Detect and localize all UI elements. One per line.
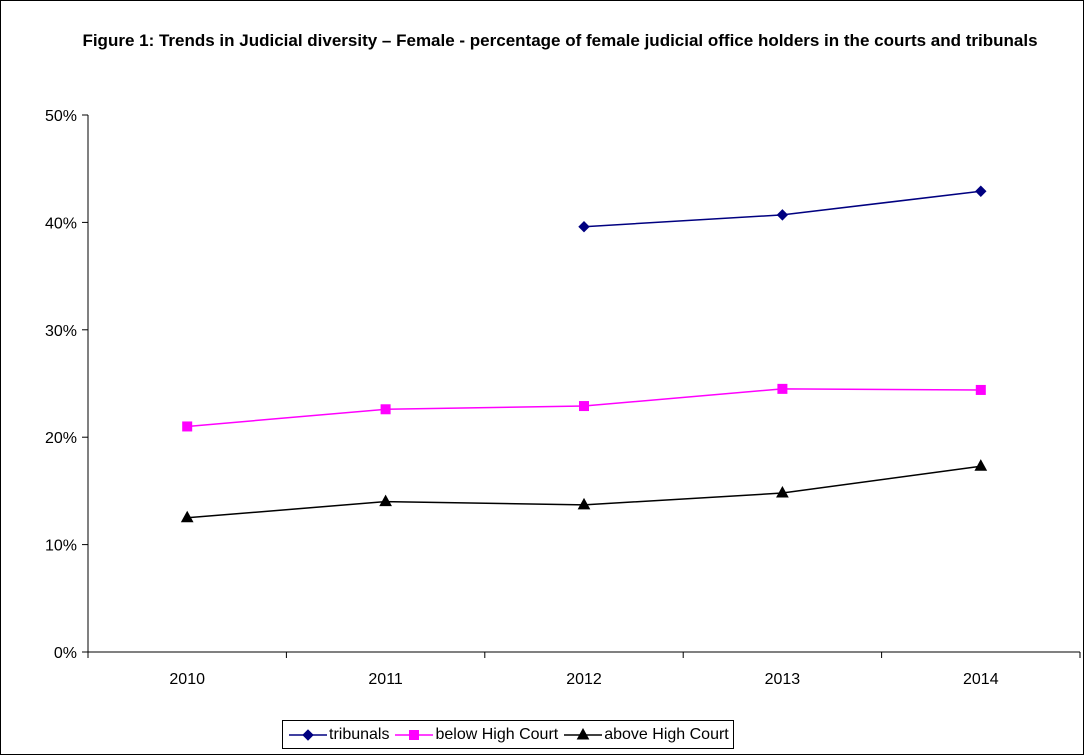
x-tick-label: 2014 xyxy=(963,671,999,688)
series-line-tribunals xyxy=(583,190,981,228)
y-tick-label: 40% xyxy=(45,215,77,232)
x-tick-label: 2012 xyxy=(566,671,602,688)
data-point-above-high-court xyxy=(776,486,789,498)
legend-item-above-high-court: above High Court xyxy=(562,726,729,744)
data-point-below-high-court xyxy=(579,401,589,412)
series-line-above-high-court xyxy=(187,465,981,519)
legend-swatch-marker xyxy=(302,728,314,741)
x-tick-label: 2011 xyxy=(368,671,403,688)
y-tick-label: 20% xyxy=(45,430,77,447)
legend-item-tribunals: tribunals xyxy=(287,726,389,744)
y-tick-label: 0% xyxy=(54,645,77,662)
x-tick-label: 2010 xyxy=(169,671,205,688)
y-tick-label: 10% xyxy=(45,538,77,555)
data-point-above-high-court xyxy=(379,494,392,507)
legend-label: above High Court xyxy=(604,725,729,743)
y-tick-label: 30% xyxy=(45,323,77,340)
axes: 0% 10% 20% 30% 40% 50% 2010 2011 2012 2013 2014 xyxy=(45,108,1081,688)
legend: tribunals below High Court above High Cour… xyxy=(282,720,734,749)
y-tick-label: 50% xyxy=(45,108,77,125)
legend-swatch xyxy=(564,727,603,739)
data-point-above-high-court xyxy=(180,510,194,523)
legend-swatch-marker xyxy=(409,729,420,740)
legend-swatch xyxy=(395,729,434,740)
series-tribunals xyxy=(578,185,987,233)
chart-title: Figure 1: Trends in Judicial diversity –… xyxy=(82,31,1038,50)
series-above-high-court xyxy=(180,459,988,523)
series-layer xyxy=(180,185,988,523)
data-point-tribunals xyxy=(975,185,987,197)
legend-label: tribunals xyxy=(329,725,390,743)
legend-label: below High Court xyxy=(435,725,559,743)
data-point-tribunals xyxy=(776,209,789,221)
data-point-below-high-court xyxy=(777,383,788,394)
data-point-below-high-court xyxy=(380,404,391,415)
legend-swatch xyxy=(289,728,327,741)
data-point-below-high-court xyxy=(182,421,193,432)
data-point-above-high-court xyxy=(974,459,988,471)
series-below-high-court xyxy=(182,383,986,432)
x-tick-label: 2013 xyxy=(765,671,801,688)
data-point-tribunals xyxy=(578,220,590,233)
legend-swatch-marker xyxy=(576,727,590,739)
legend-item-below-high-court: below High Court xyxy=(393,726,558,744)
data-point-above-high-court xyxy=(577,497,591,510)
data-point-below-high-court xyxy=(975,384,986,395)
